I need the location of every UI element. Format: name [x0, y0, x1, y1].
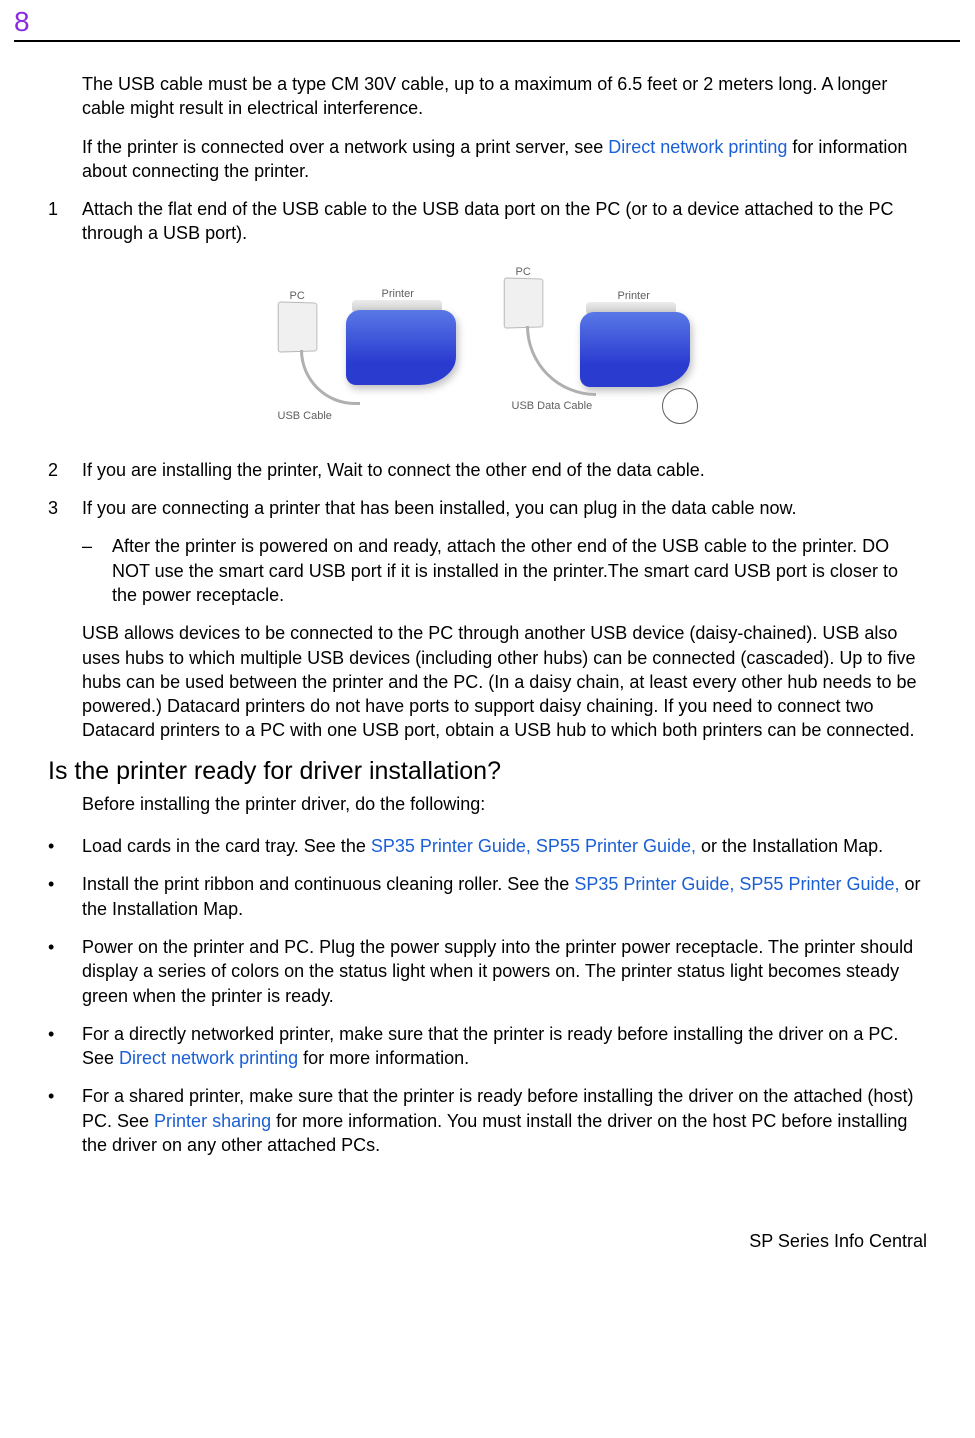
- bullet-4-mark: •: [48, 1022, 82, 1071]
- step-2: 2 If you are installing the printer, Wai…: [48, 458, 927, 482]
- left-printer-icon: [346, 310, 456, 385]
- right-pc-port-icon: [503, 277, 543, 328]
- sp-printer-guide-link-2[interactable]: SP35 Printer Guide, SP55 Printer Guide,: [574, 874, 899, 894]
- usb-diagram-container: PC Printer USB Cable PC Printer USB: [48, 260, 927, 440]
- page-header: 8: [0, 0, 975, 40]
- bullet-1-mark: •: [48, 834, 82, 858]
- direct-network-printing-link[interactable]: Direct network printing: [608, 137, 787, 157]
- step-2-number: 2: [48, 458, 82, 482]
- right-printer-icon: [580, 312, 690, 387]
- step-1-number: 1: [48, 197, 82, 246]
- bullet-3-text: Power on the printer and PC. Plug the po…: [82, 935, 927, 1008]
- bullet-2: • Install the print ribbon and continuou…: [48, 872, 927, 921]
- page-number: 8: [0, 0, 30, 40]
- intro-paragraph-1: The USB cable must be a type CM 30V cabl…: [48, 72, 927, 121]
- left-cable-icon: [300, 350, 360, 405]
- bullet-1-text: Load cards in the card tray. See the SP3…: [82, 834, 927, 858]
- bullet-2-text: Install the print ribbon and continuous …: [82, 872, 927, 921]
- step-1: 1 Attach the flat end of the USB cable t…: [48, 197, 927, 246]
- page-footer: SP Series Info Central: [0, 1171, 975, 1282]
- step-3a-text: After the printer is powered on and read…: [112, 534, 927, 607]
- printer-sharing-link[interactable]: Printer sharing: [154, 1111, 271, 1131]
- right-cable-label: USB Data Cable: [512, 400, 593, 412]
- step-3a-dash: –: [82, 534, 112, 607]
- section-heading-driver-ready: Is the printer ready for driver installa…: [48, 757, 927, 786]
- direct-network-printing-link-2[interactable]: Direct network printing: [119, 1048, 298, 1068]
- step-1-text: Attach the flat end of the USB cable to …: [82, 197, 927, 246]
- right-cable-icon: [526, 326, 596, 396]
- bullet-1-pre: Load cards in the card tray. See the: [82, 836, 371, 856]
- right-pc-label: PC: [516, 266, 531, 278]
- usb-diagram: PC Printer USB Cable PC Printer USB: [272, 260, 704, 440]
- step-3-text: If you are connecting a printer that has…: [82, 496, 927, 520]
- bullet-5-text: For a shared printer, make sure that the…: [82, 1084, 927, 1157]
- bullet-2-pre: Install the print ribbon and continuous …: [82, 874, 574, 894]
- page-content: The USB cable must be a type CM 30V cabl…: [0, 42, 975, 1157]
- bullet-4: • For a directly networked printer, make…: [48, 1022, 927, 1071]
- step-3-paragraph: USB allows devices to be connected to th…: [48, 621, 927, 742]
- diagram-right-panel: PC Printer USB Data Cable: [494, 260, 704, 440]
- step-2-text: If you are installing the printer, Wait …: [82, 458, 927, 482]
- bullet-3: • Power on the printer and PC. Plug the …: [48, 935, 927, 1008]
- bullet-5: • For a shared printer, make sure that t…: [48, 1084, 927, 1157]
- diagram-left-panel: PC Printer USB Cable: [272, 260, 482, 440]
- left-pc-port-icon: [277, 301, 317, 352]
- step-3-number: 3: [48, 496, 82, 520]
- step-3-substep-a: – After the printer is powered on and re…: [48, 534, 927, 607]
- left-cable-label: USB Cable: [278, 410, 332, 422]
- bullet-4-text: For a directly networked printer, make s…: [82, 1022, 927, 1071]
- step-3: 3 If you are connecting a printer that h…: [48, 496, 927, 520]
- bullet-1: • Load cards in the card tray. See the S…: [48, 834, 927, 858]
- right-printer-label: Printer: [618, 290, 650, 302]
- intro-p2-pre: If the printer is connected over a netwo…: [82, 137, 608, 157]
- bullet-2-mark: •: [48, 872, 82, 921]
- page-root: 8 The USB cable must be a type CM 30V ca…: [0, 0, 975, 1282]
- bullet-4-post: for more information.: [298, 1048, 469, 1068]
- left-pc-label: PC: [290, 290, 305, 302]
- right-callout-icon: [662, 388, 698, 424]
- sp-printer-guide-link-1[interactable]: SP35 Printer Guide, SP55 Printer Guide,: [371, 836, 696, 856]
- section-lead: Before installing the printer driver, do…: [48, 792, 927, 816]
- bullet-5-mark: •: [48, 1084, 82, 1157]
- intro-paragraph-2: If the printer is connected over a netwo…: [48, 135, 927, 184]
- bullet-1-post: or the Installation Map.: [696, 836, 883, 856]
- left-printer-label: Printer: [382, 288, 414, 300]
- bullet-3-mark: •: [48, 935, 82, 1008]
